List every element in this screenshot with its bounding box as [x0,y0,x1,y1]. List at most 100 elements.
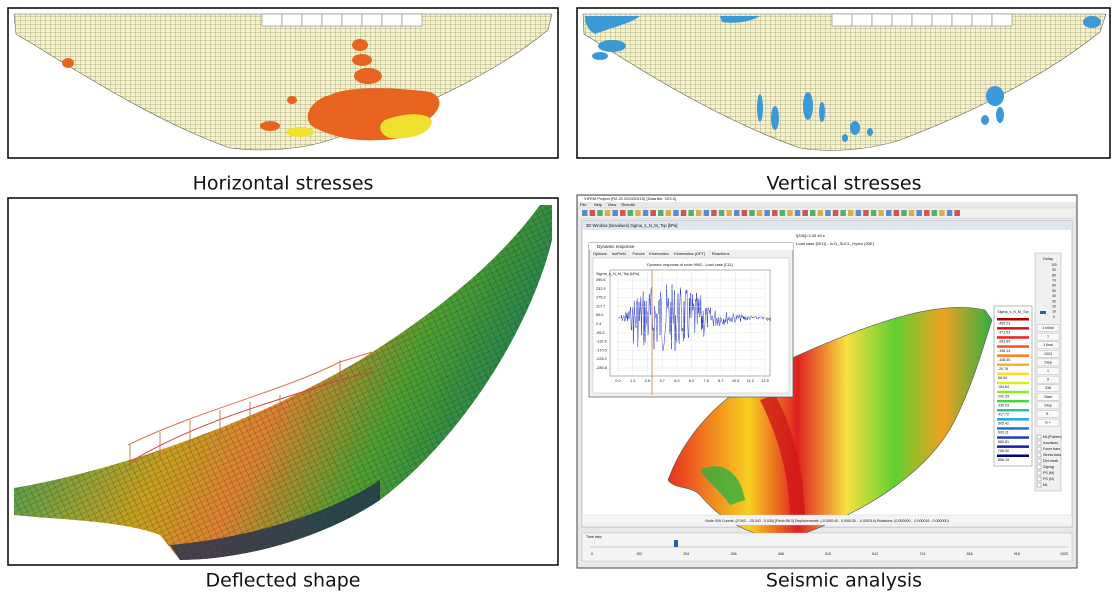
toolbar-icon [916,210,922,216]
delay-value: 100 [1051,263,1057,267]
toolbar-icon [833,210,839,216]
y-tick-label: 2.4 [596,322,601,326]
toolbar-icon [764,210,770,216]
menu-item: Forces [633,251,645,256]
menu-item: File [580,202,587,207]
toolbar-icon [772,210,778,216]
checkbox[interactable] [1037,459,1041,463]
seismic-analysis-screenshot: VIFEM Project (R2.20 2024/03/15) [Data f… [577,195,1077,568]
toolbar-icon [612,210,618,216]
toolbar-icon [643,210,649,216]
label: VIFEM Project (R2.20 2024/03/15) [Data f… [584,196,676,201]
legend-swatch [997,445,1029,448]
menu-item: Kinematics [649,251,669,256]
toolbar-icon [878,210,884,216]
checkbox-label: Force bars [1043,447,1060,451]
legend-swatch [997,455,1029,458]
label: 3D Window (Isovalues) Sigma_s_N_M_Top [k… [586,223,677,228]
button-label: S - [1046,412,1051,416]
time-tick-label: 102 [636,552,642,556]
toolbar-icon [787,210,793,216]
menu-item: Reactions [712,251,730,256]
button-label: 1 final [1043,343,1053,347]
button-label: Stop [1044,403,1051,407]
time-tick-label: 918 [1014,552,1020,556]
toolbar-icon [590,210,596,216]
legend-label: 417.72 [998,412,1009,416]
y-tick-label: 175.3 [596,296,606,300]
legend-label: 154.64 [998,385,1009,389]
checkbox[interactable] [1037,435,1041,439]
legend-swatch [997,400,1029,403]
label: Dynamic response of node 9992 - Load cas… [647,263,732,267]
status-line: Node 009 Coords: (2.043 , -25.043 , 0.03… [705,519,948,523]
caption: Vertical stresses [767,173,922,195]
checkbox-label: Stress bars [1043,453,1061,457]
y-tick-label: -285.8 [596,366,607,370]
legend-label: 66.94 [998,376,1007,380]
legend-swatch [997,327,1029,330]
toolbar-icon [666,210,672,216]
legend-swatch [997,409,1029,412]
menu-item: Help [594,202,603,207]
legend-swatch [997,427,1029,430]
checkbox[interactable] [1037,471,1041,475]
time-tick-label: 1020 [1060,552,1068,556]
toolbar-icon [901,210,907,216]
x-tick-label: 12.5 [761,379,768,383]
checkbox[interactable] [1037,477,1041,481]
button-label: Start [1044,395,1052,399]
caption: Seismic analysis [766,570,922,592]
legend-swatch [997,418,1029,421]
y-tick-label: 232.9 [596,287,606,291]
horizontal-stresses-image [8,8,558,158]
legend-label: 505.42 [998,422,1009,426]
checkbox[interactable] [1037,465,1041,469]
toolbar-icon [605,210,611,216]
button-label: 1 [1047,369,1049,373]
x-tick-label: 8.7 [718,379,723,383]
page: Horizontal stresses Vertical stresses De… [0,0,1116,596]
time-tick-label: 408 [778,552,784,556]
y-tick-label: -112.9 [596,340,606,344]
checkbox[interactable] [1037,453,1041,457]
time-tick-label: 204 [683,552,689,556]
legend-label: -108.45 [998,358,1010,362]
toolbar-icon [947,210,953,216]
toolbar-icon [635,210,641,216]
toolbar-icon [673,210,679,216]
label: Sigma_s_N_M_Top [kPa] [596,272,639,276]
checkbox[interactable] [1037,483,1041,487]
checkbox[interactable] [1037,447,1041,451]
delay-value: 0 [1053,315,1055,319]
toolbar-icon [757,210,763,216]
y-tick-label: -228.2 [596,357,607,361]
toolbar-icon [863,210,869,216]
toolbar-icon [696,210,702,216]
toolbar-icon [840,210,846,216]
menu-item: IsoField [612,251,626,256]
toolbar-icon [681,210,687,216]
label: t[336]=3.35 46 s [796,233,825,238]
deflected-shape-image [8,198,558,565]
checkbox[interactable] [1037,441,1041,445]
legend-swatch [997,336,1029,339]
button-label: 9 [1047,378,1049,382]
x-tick-label: 0.0 [615,379,620,383]
time-tick-label: 816 [967,552,973,556]
toolbar-icon [954,210,960,216]
toolbar-icon [780,210,786,216]
x-tick-label: 11.2 [747,379,754,383]
delay-slider [1040,311,1046,314]
delay-value: 10 [1052,310,1056,314]
delay-value: 60 [1052,284,1056,288]
legend-swatch [997,364,1029,367]
checkbox-label: PS (M) [1043,471,1054,475]
toolbar-icon [597,210,603,216]
label: Delay [1043,257,1053,261]
y-tick-label: -55.2 [596,331,605,335]
legend-label: -459.23 [998,321,1010,325]
menu-item: Results [621,202,634,207]
checkbox-label: Isovalues [1043,441,1058,445]
checkbox-label: Def.mesh [1043,459,1058,463]
